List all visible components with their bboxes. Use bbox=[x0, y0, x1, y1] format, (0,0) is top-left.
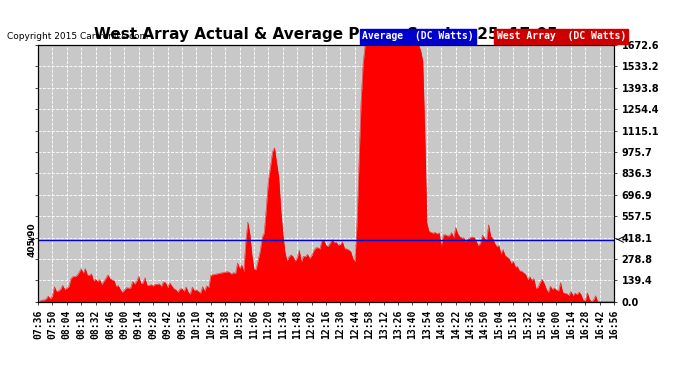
Text: West Array  (DC Watts): West Array (DC Watts) bbox=[497, 32, 626, 41]
Title: West Array Actual & Average Power Sun Jan 25  17:05: West Array Actual & Average Power Sun Ja… bbox=[94, 27, 558, 42]
Text: Copyright 2015 Cartronics.com: Copyright 2015 Cartronics.com bbox=[7, 32, 148, 41]
Text: Average  (DC Watts): Average (DC Watts) bbox=[362, 32, 474, 41]
Text: 405.90: 405.90 bbox=[28, 222, 37, 257]
